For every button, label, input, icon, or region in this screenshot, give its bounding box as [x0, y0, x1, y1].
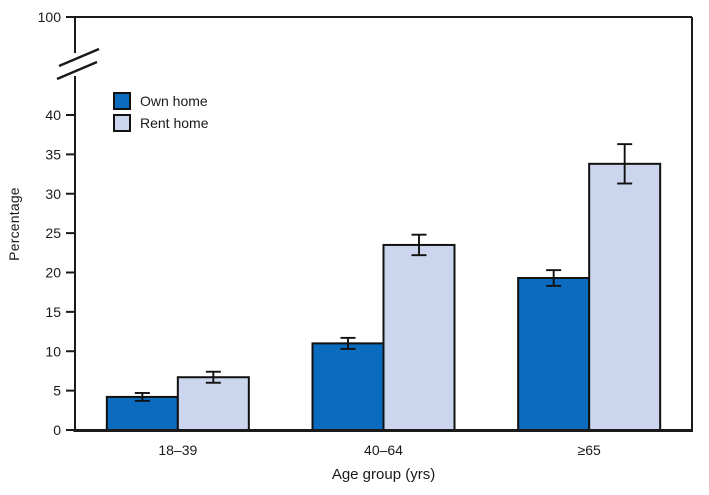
legend-item-own-home: Own home: [113, 92, 208, 110]
error-bar-rent-1: [411, 233, 427, 257]
bar-rent-0: [176, 376, 250, 431]
legend: Own home Rent home: [113, 92, 208, 132]
y-tick-label-20: 20: [45, 265, 61, 281]
y-tick-label-5: 5: [53, 383, 61, 399]
bar-own-0: [105, 395, 179, 431]
bar-own-2: [517, 277, 591, 432]
y-axis-title: Percentage: [6, 187, 22, 261]
x-category-label-0: 18–39: [158, 442, 197, 458]
x-category-label-1: 40–64: [364, 442, 403, 458]
error-bar-rent-0: [205, 370, 221, 384]
bar-rent-1: [382, 243, 456, 431]
y-tick-label-0: 0: [53, 422, 61, 438]
y-tick-label-30: 30: [45, 186, 61, 202]
own-home-swatch-icon: [113, 92, 131, 110]
legend-item-rent-home: Rent home: [113, 114, 208, 132]
axis-break-slash: [58, 47, 100, 68]
error-bar-rent-2: [617, 143, 633, 185]
y-tick-label-100: 100: [38, 9, 62, 25]
bar-own-1: [311, 342, 385, 431]
legend-label-rent-home: Rent home: [140, 115, 209, 131]
legend-label-own-home: Own home: [140, 93, 208, 109]
y-tick-label-15: 15: [45, 304, 61, 320]
error-bar-own-2: [546, 269, 562, 287]
axis-break-slash: [56, 60, 98, 81]
y-tick-label-25: 25: [45, 225, 61, 241]
x-axis-title: Age group (yrs): [331, 466, 436, 483]
x-category-label-2: ≥65: [578, 442, 601, 458]
y-tick-label-40: 40: [45, 107, 61, 123]
rent-home-swatch-icon: [113, 114, 131, 132]
error-bar-own-0: [134, 392, 150, 402]
bar-rent-2: [588, 162, 662, 431]
y-tick-label-10: 10: [45, 343, 61, 359]
error-bar-own-1: [340, 336, 356, 350]
y-tick-label-35: 35: [45, 146, 61, 162]
